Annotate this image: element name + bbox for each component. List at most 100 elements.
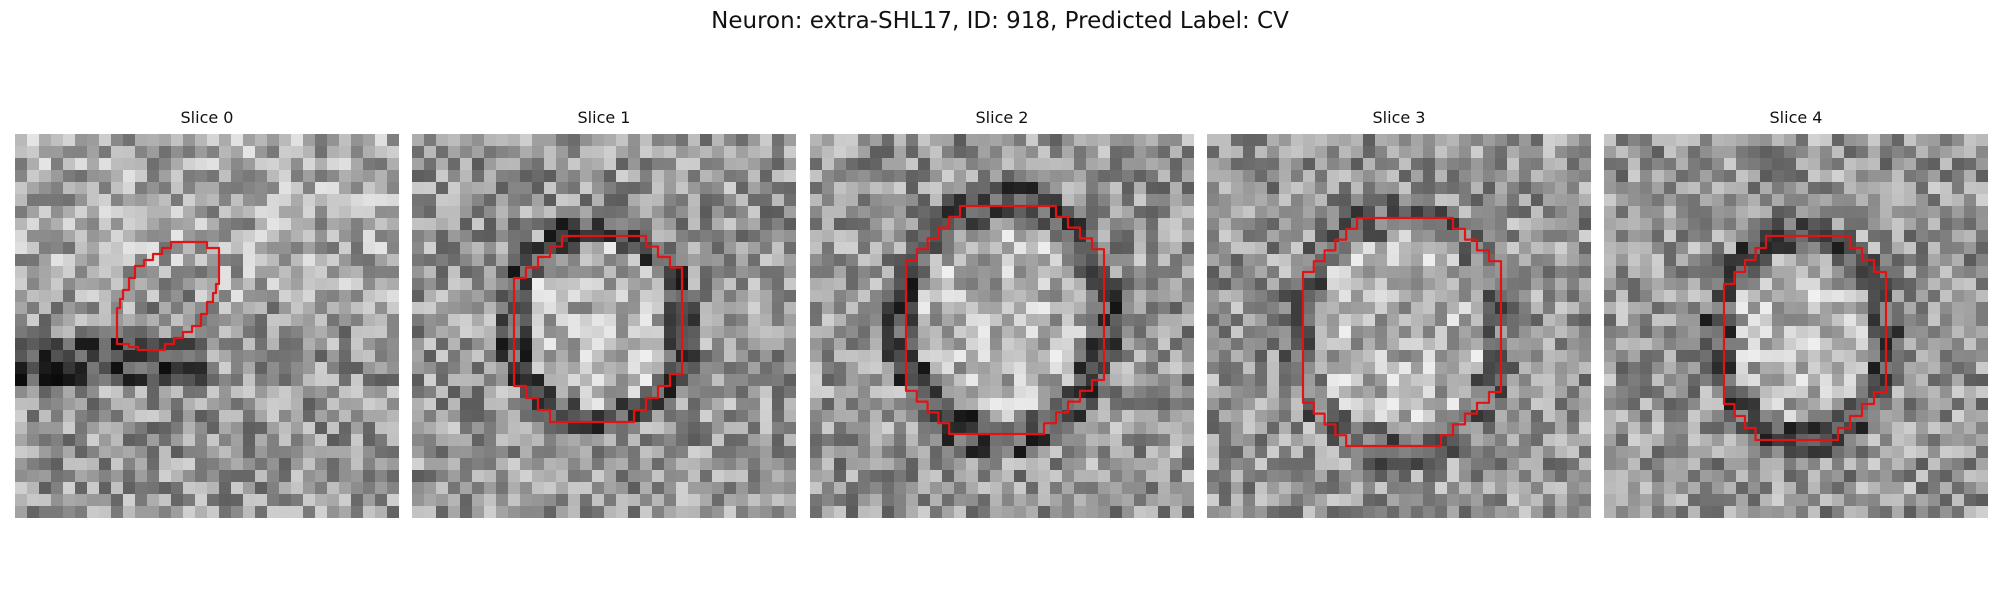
- pixel-cell: [1471, 362, 1484, 375]
- pixel-cell: [772, 326, 785, 339]
- pixel-cell: [990, 434, 1003, 447]
- pixel-cell: [255, 470, 268, 483]
- pixel-cell: [942, 350, 955, 363]
- pixel-cell: [664, 470, 677, 483]
- pixel-cell: [99, 278, 112, 291]
- pixel-cell: [508, 230, 521, 243]
- pixel-cell: [351, 410, 364, 423]
- pixel-cell: [1050, 230, 1063, 243]
- pixel-cell: [1555, 290, 1568, 303]
- pixel-cell: [39, 146, 52, 159]
- pixel-cell: [544, 386, 557, 399]
- pixel-cell: [640, 134, 653, 147]
- pixel-cell: [1628, 254, 1641, 267]
- pixel-cell: [930, 206, 943, 219]
- pixel-cell: [1796, 206, 1809, 219]
- pixel-cell: [688, 266, 701, 279]
- pixel-cell: [99, 398, 112, 411]
- pixel-cell: [123, 434, 136, 447]
- pixel-cell: [387, 158, 399, 171]
- pixel-cell: [1507, 362, 1520, 375]
- pixel-cell: [1964, 230, 1977, 243]
- pixel-cell: [111, 230, 124, 243]
- pixel-cell: [906, 278, 919, 291]
- pixel-cell: [1435, 314, 1448, 327]
- pixel-cell: [1243, 398, 1256, 411]
- pixel-cell: [760, 170, 773, 183]
- pixel-cell: [1700, 338, 1713, 351]
- pixel-cell: [1976, 242, 1988, 255]
- pixel-cell: [1098, 506, 1111, 518]
- pixel-cell: [1231, 134, 1244, 147]
- pixel-cell: [63, 170, 76, 183]
- pixel-cell: [1459, 386, 1472, 399]
- pixel-cell: [1964, 170, 1977, 183]
- pixel-cell: [255, 146, 268, 159]
- pixel-cell: [1363, 242, 1376, 255]
- pixel-cell: [387, 482, 399, 495]
- pixel-cell: [327, 374, 340, 387]
- pixel-cell: [1207, 506, 1220, 518]
- pixel-cell: [1459, 314, 1472, 327]
- pixel-cell: [123, 458, 136, 471]
- pixel-cell: [652, 194, 665, 207]
- pixel-cell: [303, 398, 316, 411]
- pixel-cell: [1567, 230, 1580, 243]
- pixel-cell: [448, 374, 461, 387]
- pixel-cell: [387, 314, 399, 327]
- pixel-cell: [688, 218, 701, 231]
- pixel-cell: [966, 158, 979, 171]
- pixel-cell: [363, 182, 376, 195]
- pixel-cell: [1411, 494, 1424, 507]
- pixel-cell: [1664, 338, 1677, 351]
- pixel-cell: [1351, 422, 1364, 435]
- pixel-cell: [978, 446, 991, 459]
- pixel-cell: [363, 326, 376, 339]
- pixel-cell: [1916, 386, 1929, 399]
- pixel-cell: [39, 242, 52, 255]
- pixel-cell: [1122, 146, 1135, 159]
- pixel-cell: [1483, 434, 1496, 447]
- pixel-cell: [1146, 182, 1159, 195]
- pixel-cell: [1279, 230, 1292, 243]
- pixel-cell: [1387, 350, 1400, 363]
- pixel-cell: [1158, 338, 1171, 351]
- pixel-cell: [448, 506, 461, 518]
- pixel-cell: [1423, 206, 1436, 219]
- pixel-cell: [1832, 242, 1845, 255]
- pixel-cell: [772, 482, 785, 495]
- pixel-cell: [1688, 458, 1701, 471]
- pixel-cell: [604, 422, 617, 435]
- pixel-cell: [1904, 386, 1917, 399]
- pixel-cell: [1267, 350, 1280, 363]
- pixel-cell: [930, 194, 943, 207]
- pixel-cell: [1555, 458, 1568, 471]
- pixel-cell: [616, 290, 629, 303]
- pixel-cell: [327, 506, 340, 518]
- pixel-cell: [1459, 458, 1472, 471]
- pixel-cell: [123, 494, 136, 507]
- pixel-cell: [339, 278, 352, 291]
- pixel-cell: [387, 290, 399, 303]
- pixel-cell: [207, 194, 220, 207]
- pixel-cell: [846, 290, 859, 303]
- pixel-cell: [1110, 182, 1123, 195]
- pixel-cell: [1688, 194, 1701, 207]
- pixel-cell: [267, 494, 280, 507]
- pixel-cell: [556, 302, 569, 315]
- pixel-cell: [424, 374, 437, 387]
- pixel-cell: [846, 470, 859, 483]
- pixel-cell: [111, 218, 124, 231]
- pixel-cell: [1604, 170, 1617, 183]
- pixel-cell: [580, 206, 593, 219]
- pixel-cell: [1303, 290, 1316, 303]
- pixel-cell: [1616, 398, 1629, 411]
- pixel-cell: [652, 410, 665, 423]
- pixel-cell: [1712, 146, 1725, 159]
- pixel-cell: [1435, 182, 1448, 195]
- pixel-cell: [1892, 254, 1905, 267]
- pixel-cell: [424, 386, 437, 399]
- pixel-cell: [1772, 386, 1785, 399]
- pixel-cell: [27, 458, 40, 471]
- pixel-cell: [580, 266, 593, 279]
